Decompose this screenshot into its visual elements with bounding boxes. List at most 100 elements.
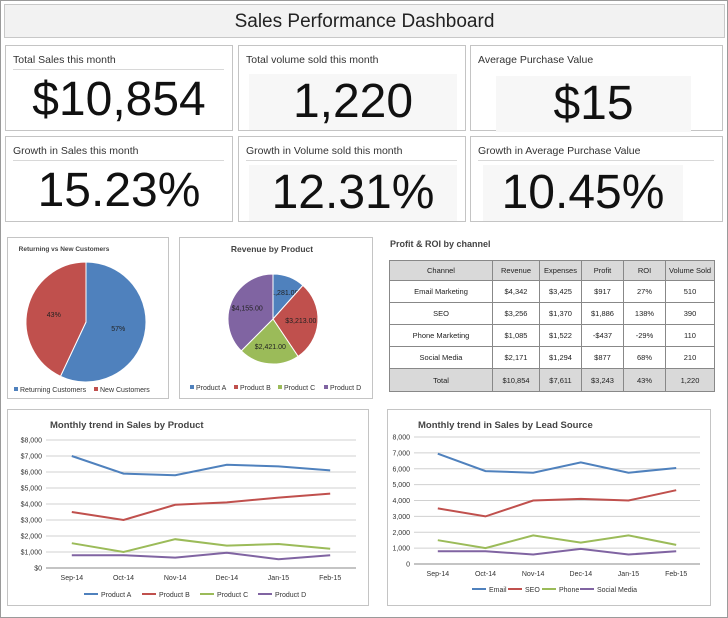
kpi-card-total-volume: Total volume sold this month 1,220 — [238, 45, 466, 131]
table-cell: Social Media — [389, 346, 493, 369]
y-tick-label: 7,000 — [392, 450, 410, 457]
kpi-card-purchase-growth: Growth in Average Purchase Value 10.45% — [470, 136, 723, 222]
legend-label: Returning Customers — [20, 387, 87, 394]
kpi-value: 1,220 — [249, 74, 457, 130]
revenue-pie-svg: Revenue by Product $1,281.00 $3,213.00 $2,4… — [190, 244, 361, 392]
kpi-label: Total volume sold this month — [246, 54, 379, 66]
pie-slice — [227, 273, 274, 352]
slice-label: 43% — [47, 312, 61, 319]
chart-title: Monthly trend in Sales by Product — [50, 420, 204, 431]
table-cell: 110 — [665, 324, 715, 347]
table-cell: SEO — [389, 302, 493, 325]
page-title: Sales Performance Dashboard — [234, 11, 495, 32]
table-total-row: Total $10,854 $7,611 $3,243 43% 1,220 — [389, 368, 715, 392]
pie-slice — [272, 284, 319, 358]
pie-slice — [240, 318, 299, 365]
slice-label: $3,213.00 — [285, 318, 316, 325]
table-cell: $2,171 — [492, 346, 540, 369]
column-header: Expenses — [539, 260, 582, 281]
table-row: Social Media $2,171 $1,294 $877 68% 210 — [389, 346, 715, 369]
table-cell: Email Marketing — [389, 280, 493, 303]
legend-label: Product B — [240, 385, 271, 392]
legend-label: Product B — [159, 592, 190, 599]
sales-by-lead-source-svg: Monthly trend in Sales by Lead Source 0 1,… — [392, 420, 700, 594]
table-cell: -29% — [623, 324, 666, 347]
table-row: Email Marketing $4,342 $3,425 $917 27% 5… — [389, 280, 715, 303]
y-tick-label: 8,000 — [392, 435, 410, 442]
x-tick-label: Feb-15 — [319, 575, 341, 582]
table-cell: 43% — [623, 368, 666, 392]
legend-label: New Customers — [100, 387, 150, 394]
x-tick-label: Oct-14 — [475, 571, 496, 578]
table-cell: 138% — [623, 302, 666, 325]
roi-table-title: Profit & ROI by channel — [390, 239, 491, 249]
table-cell: $3,243 — [581, 368, 624, 392]
table-cell: 1,220 — [665, 368, 715, 392]
table-cell: 68% — [623, 346, 666, 369]
x-tick-label: Dec-14 — [216, 575, 239, 582]
kpi-value: $10,854 — [32, 73, 206, 126]
table-cell: 390 — [665, 302, 715, 325]
legend-label: Product D — [275, 592, 306, 599]
y-tick-label: $5,000 — [21, 486, 43, 493]
y-tick-label: $1,000 — [21, 550, 43, 557]
table-cell: $1,370 — [539, 302, 582, 325]
sales-by-lead-source-line-chart: Monthly trend in Sales by Lead Source 0 1,… — [387, 409, 711, 606]
table-row: Phone Marketing $1,085 $1,522 -$437 -29%… — [389, 324, 715, 347]
table-cell: $1,294 — [539, 346, 582, 369]
y-tick-label: 6,000 — [392, 466, 410, 473]
x-tick-label: Dec-14 — [570, 571, 593, 578]
revenue-pie-chart: Revenue by Product $1,281.00 $3,213.00 $2,4… — [179, 237, 373, 399]
kpi-value: 15.23% — [37, 164, 201, 217]
legend-swatch — [324, 385, 328, 389]
x-tick-label: Sep-14 — [427, 571, 450, 578]
y-tick-label: $7,000 — [21, 454, 43, 461]
x-tick-label: Feb-15 — [665, 571, 687, 578]
kpi-label: Growth in Volume sold this month — [246, 145, 403, 157]
kpi-value: 12.31% — [249, 165, 457, 221]
kpi-divider — [478, 160, 714, 161]
series-line — [437, 534, 677, 550]
series-line — [437, 489, 677, 518]
x-tick-label: Nov-14 — [164, 575, 187, 582]
column-header: Volume Sold — [665, 260, 715, 281]
table-cell: -$437 — [581, 324, 624, 347]
table-cell: 27% — [623, 280, 666, 303]
legend-swatch — [94, 387, 98, 391]
table-row: SEO $3,256 $1,370 $1,886 138% 390 — [389, 302, 715, 325]
kpi-label: Average Purchase Value — [478, 54, 594, 66]
kpi-card-sales-growth: Growth in Sales this month 15.23% — [5, 136, 233, 222]
series-line — [71, 551, 331, 561]
legend-swatch — [278, 385, 282, 389]
title-bar: Sales Performance Dashboard — [4, 4, 725, 38]
slice-label: $4,155.00 — [232, 305, 263, 312]
series-line — [71, 538, 331, 554]
pie-slice — [25, 261, 87, 377]
legend-label: Phone — [559, 587, 579, 594]
table-cell: $7,611 — [539, 368, 582, 392]
series-line — [71, 455, 331, 477]
table-cell: $917 — [581, 280, 624, 303]
y-tick-label: 5,000 — [392, 482, 410, 489]
table-cell: 210 — [665, 346, 715, 369]
legend-label: Product A — [196, 385, 227, 392]
table-cell: $1,085 — [492, 324, 540, 347]
legend-label: Product D — [330, 385, 361, 392]
kpi-card-volume-growth: Growth in Volume sold this month 12.31% — [238, 136, 466, 222]
legend-label: SEO — [525, 587, 540, 594]
slice-label: $2,421.00 — [255, 344, 286, 351]
sales-by-product-svg: Monthly trend in Sales by Product $0 $1,00… — [21, 420, 356, 599]
column-header: Revenue — [492, 260, 540, 281]
table-header-row: Channel Revenue Expenses Profit ROI Volu… — [389, 260, 715, 281]
chart-title: Revenue by Product — [231, 244, 313, 254]
legend-label: Product C — [284, 385, 315, 392]
table-cell: $1,886 — [581, 302, 624, 325]
series-line — [71, 492, 331, 522]
x-tick-label: Jan-15 — [268, 575, 290, 582]
x-tick-label: Sep-14 — [61, 575, 84, 582]
y-tick-label: $2,000 — [21, 534, 43, 541]
pie-slice — [59, 261, 147, 383]
kpi-card-total-sales: Total Sales this month $10,854 — [5, 45, 233, 131]
kpi-label: Growth in Average Purchase Value — [478, 145, 641, 157]
